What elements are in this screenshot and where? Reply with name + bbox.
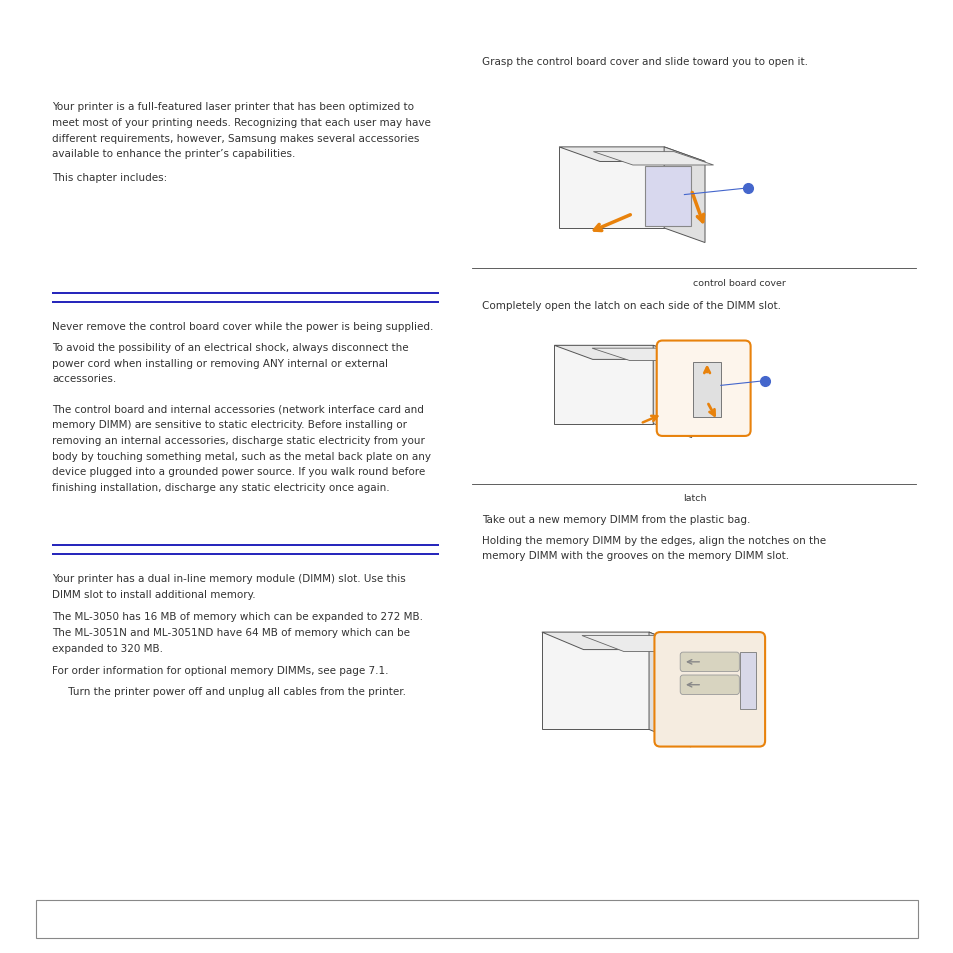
Text: The ML-3050 has 16 MB of memory which can be expanded to 272 MB.: The ML-3050 has 16 MB of memory which ca…: [52, 612, 423, 621]
Text: For order information for optional memory DIMMs, see page 7.1.: For order information for optional memor…: [52, 666, 389, 676]
FancyBboxPatch shape: [656, 341, 750, 436]
Text: Turn the printer power off and unplug all cables from the printer.: Turn the printer power off and unplug al…: [52, 686, 406, 696]
Text: expanded to 320 MB.: expanded to 320 MB.: [52, 643, 163, 653]
FancyBboxPatch shape: [558, 148, 663, 229]
Text: DIMM slot to install additional memory.: DIMM slot to install additional memory.: [52, 589, 255, 599]
Text: Your printer is a full-featured laser printer that has been optimized to: Your printer is a full-featured laser pr…: [52, 102, 414, 112]
FancyBboxPatch shape: [36, 900, 917, 938]
Text: finishing installation, discharge any static electricity once again.: finishing installation, discharge any st…: [52, 482, 390, 493]
Polygon shape: [593, 152, 713, 166]
Text: Never remove the control board cover while the power is being supplied.: Never remove the control board cover whi…: [52, 322, 434, 332]
Text: power cord when installing or removing ANY internal or external: power cord when installing or removing A…: [52, 358, 388, 368]
Text: The control board and internal accessories (network interface card and: The control board and internal accessori…: [52, 404, 424, 414]
Text: To avoid the possibility of an electrical shock, always disconnect the: To avoid the possibility of an electrica…: [52, 343, 409, 353]
Text: This chapter includes:: This chapter includes:: [52, 172, 168, 182]
Text: body by touching something metal, such as the metal back plate on any: body by touching something metal, such a…: [52, 451, 431, 461]
Text: control board cover: control board cover: [692, 278, 784, 287]
Text: different requirements, however, Samsung makes several accessories: different requirements, however, Samsung…: [52, 133, 419, 143]
Text: Take out a new memory DIMM from the plastic bag.: Take out a new memory DIMM from the plas…: [481, 515, 749, 524]
Text: removing an internal accessories, discharge static electricity from your: removing an internal accessories, discha…: [52, 436, 425, 445]
Polygon shape: [592, 349, 703, 361]
FancyBboxPatch shape: [541, 633, 648, 730]
Polygon shape: [558, 148, 704, 162]
FancyBboxPatch shape: [740, 652, 755, 709]
Text: accessories.: accessories.: [52, 375, 116, 384]
Text: memory DIMM) are sensitive to static electricity. Before installing or: memory DIMM) are sensitive to static ele…: [52, 419, 407, 430]
Polygon shape: [581, 636, 705, 652]
Text: Your printer has a dual in-line memory module (DIMM) slot. Use this: Your printer has a dual in-line memory m…: [52, 574, 406, 583]
Text: memory DIMM with the grooves on the memory DIMM slot.: memory DIMM with the grooves on the memo…: [481, 551, 788, 560]
Polygon shape: [653, 346, 691, 438]
Text: device plugged into a grounded power source. If you walk round before: device plugged into a grounded power sou…: [52, 467, 425, 476]
Text: latch: latch: [682, 494, 706, 502]
Text: Holding the memory DIMM by the edges, align the notches on the: Holding the memory DIMM by the edges, al…: [481, 536, 825, 545]
FancyBboxPatch shape: [693, 362, 720, 417]
Text: Completely open the latch on each side of the DIMM slot.: Completely open the latch on each side o…: [481, 300, 780, 310]
Text: meet most of your printing needs. Recognizing that each user may have: meet most of your printing needs. Recogn…: [52, 118, 431, 128]
Polygon shape: [541, 633, 690, 650]
Text: The ML-3051N and ML-3051ND have 64 MB of memory which can be: The ML-3051N and ML-3051ND have 64 MB of…: [52, 628, 410, 638]
Polygon shape: [554, 346, 691, 360]
Text: available to enhance the printer’s capabilities.: available to enhance the printer’s capab…: [52, 149, 295, 159]
FancyBboxPatch shape: [554, 346, 653, 424]
Text: .1    <Installing accessories>: .1 <Installing accessories>: [405, 914, 548, 923]
FancyBboxPatch shape: [679, 676, 739, 695]
Polygon shape: [663, 148, 704, 243]
Polygon shape: [648, 633, 690, 747]
Polygon shape: [644, 167, 691, 227]
FancyBboxPatch shape: [679, 653, 739, 672]
FancyBboxPatch shape: [654, 633, 764, 747]
Text: Grasp the control board cover and slide toward you to open it.: Grasp the control board cover and slide …: [481, 57, 807, 67]
